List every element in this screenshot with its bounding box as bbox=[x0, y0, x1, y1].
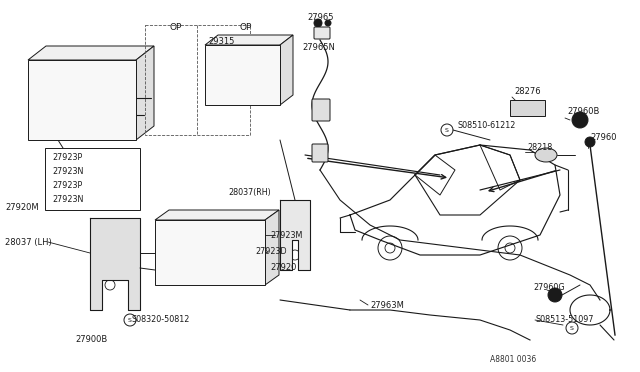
Bar bbox=[28, 60, 136, 140]
FancyBboxPatch shape bbox=[314, 27, 330, 39]
Text: S: S bbox=[445, 128, 449, 132]
Ellipse shape bbox=[535, 148, 557, 162]
Text: 28218: 28218 bbox=[527, 144, 552, 153]
Polygon shape bbox=[90, 218, 140, 310]
Text: 27923M: 27923M bbox=[270, 231, 302, 240]
Text: 27963M: 27963M bbox=[370, 301, 404, 310]
Text: 27960B: 27960B bbox=[567, 108, 600, 116]
Text: 29315: 29315 bbox=[208, 38, 234, 46]
Circle shape bbox=[576, 116, 584, 124]
Text: S: S bbox=[570, 326, 574, 330]
Text: 27923D: 27923D bbox=[255, 247, 287, 257]
Polygon shape bbox=[205, 35, 293, 45]
Polygon shape bbox=[28, 46, 154, 60]
Circle shape bbox=[314, 19, 322, 27]
Text: 27960G: 27960G bbox=[533, 282, 564, 292]
Text: S: S bbox=[128, 317, 132, 323]
Bar bbox=[145, 25, 250, 135]
Polygon shape bbox=[136, 46, 154, 140]
Bar bbox=[45, 148, 140, 210]
Text: 27965: 27965 bbox=[307, 13, 333, 22]
Text: 27960: 27960 bbox=[590, 134, 616, 142]
Text: OP: OP bbox=[170, 23, 182, 32]
Text: S08513-51097: S08513-51097 bbox=[536, 315, 595, 324]
Text: S08510-61212: S08510-61212 bbox=[458, 121, 516, 129]
Text: 27920M: 27920M bbox=[5, 203, 38, 212]
Text: 28037 (LH): 28037 (LH) bbox=[5, 237, 52, 247]
Circle shape bbox=[585, 137, 595, 147]
Bar bbox=[205, 45, 280, 105]
Text: 27923N: 27923N bbox=[52, 196, 83, 205]
Text: 27923N: 27923N bbox=[52, 167, 83, 176]
FancyBboxPatch shape bbox=[312, 144, 328, 162]
Bar bbox=[510, 100, 545, 116]
Text: 27920: 27920 bbox=[270, 263, 296, 272]
Circle shape bbox=[572, 112, 588, 128]
Circle shape bbox=[548, 288, 562, 302]
Circle shape bbox=[325, 20, 331, 26]
Text: OP: OP bbox=[240, 23, 252, 32]
Text: S08320-50812: S08320-50812 bbox=[132, 315, 190, 324]
Circle shape bbox=[47, 99, 49, 102]
Text: 27923P: 27923P bbox=[52, 154, 83, 163]
Bar bbox=[155, 220, 265, 285]
Polygon shape bbox=[155, 210, 279, 220]
Polygon shape bbox=[280, 35, 293, 105]
Text: 28276: 28276 bbox=[514, 87, 541, 96]
Text: 27900B: 27900B bbox=[75, 336, 108, 344]
Text: A8801 0036: A8801 0036 bbox=[490, 356, 536, 365]
Polygon shape bbox=[265, 210, 279, 285]
Text: 28037(RH): 28037(RH) bbox=[228, 187, 271, 196]
Text: 27923P: 27923P bbox=[52, 182, 83, 190]
Text: 27965N: 27965N bbox=[302, 44, 335, 52]
Polygon shape bbox=[280, 200, 310, 270]
FancyBboxPatch shape bbox=[312, 99, 330, 121]
